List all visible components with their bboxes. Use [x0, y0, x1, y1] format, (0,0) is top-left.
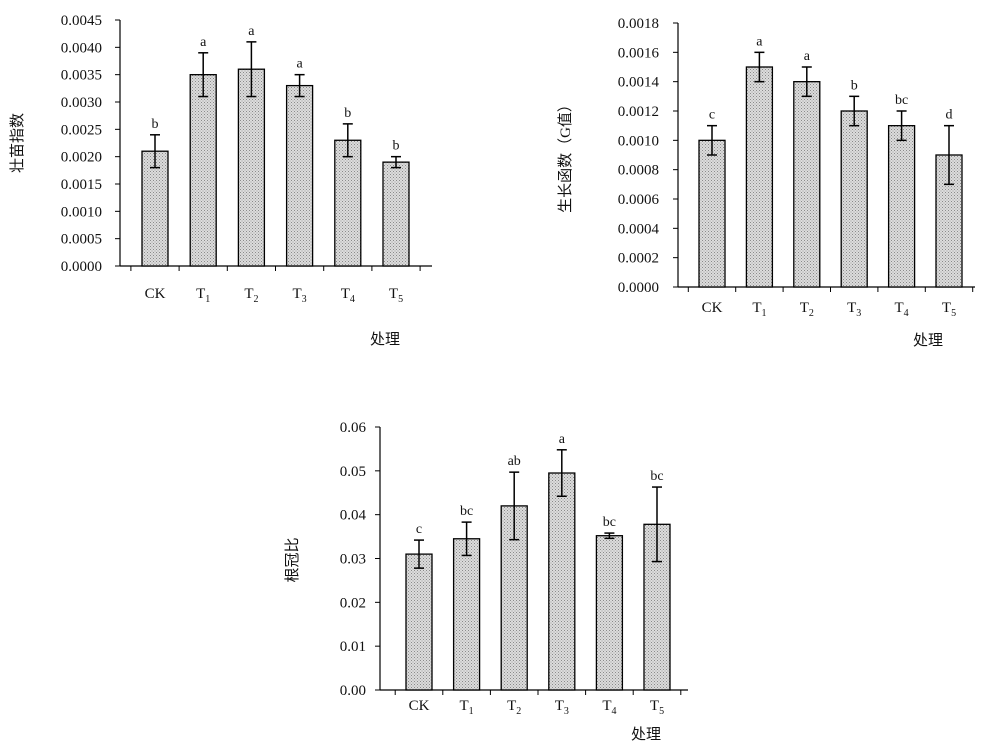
significance-label: b — [393, 139, 400, 154]
x-category-label: T4 — [895, 300, 909, 319]
y-tick-label: 0.0045 — [61, 13, 102, 29]
y-tick-label: 0.0018 — [618, 16, 659, 32]
y-tick-label: 0.0000 — [618, 280, 659, 296]
significance-label: b — [344, 106, 351, 121]
significance-label: a — [296, 57, 303, 72]
y-tick-label: 0.0005 — [61, 232, 102, 248]
x-category-label: T4 — [602, 698, 616, 717]
significance-label: bc — [650, 469, 663, 484]
y-tick-label: 0.04 — [340, 508, 367, 524]
significance-label: a — [248, 24, 255, 39]
chart-seedling-index: 0.0000 0.0005 0.0010 0.0015 0.0020 0.0025 0.00… — [9, 13, 432, 348]
significance-label: b — [152, 117, 159, 132]
y-tick-label: 0.0035 — [61, 68, 102, 84]
bar-t2 — [237, 68, 266, 267]
chart-root-shoot-ratio: 0.00 0.01 0.02 0.03 0.04 0.05 0.06 c CK bc T1 ab T2 a… — [284, 420, 688, 743]
y-tick-label: 0.06 — [340, 420, 367, 436]
y-tick-label: 0.0002 — [618, 251, 659, 267]
bar-t3 — [548, 472, 576, 691]
y-tick-label: 0.0012 — [618, 104, 659, 120]
significance-label: c — [416, 522, 422, 537]
x-category-label: T5 — [389, 286, 403, 305]
y-tick-label: 0.05 — [340, 464, 366, 480]
significance-label: bc — [603, 515, 616, 530]
x-category-label: CK — [145, 286, 166, 302]
bar-t4 — [334, 139, 362, 267]
y-axis-title: 生长函数（G值） — [557, 97, 574, 213]
x-category-label: T2 — [800, 300, 814, 319]
significance-label: d — [946, 108, 953, 123]
x-category-label: CK — [702, 300, 723, 316]
x-axis-title: 处理 — [913, 332, 943, 349]
y-tick-label: 0.0010 — [618, 133, 659, 149]
significance-label: ab — [508, 454, 521, 469]
y-tick-label: 0.01 — [340, 639, 366, 655]
chart-growth-function: 0.0000 0.0002 0.0004 0.0006 0.0008 0.0010 0.00… — [557, 16, 975, 349]
significance-label: c — [709, 108, 715, 123]
y-tick-label: 0.02 — [340, 595, 366, 611]
bar-ck — [405, 553, 433, 691]
bar-ck — [141, 150, 169, 267]
y-tick-label: 0.0010 — [61, 204, 102, 220]
x-category-label: T3 — [847, 300, 861, 319]
significance-label: bc — [895, 93, 908, 108]
y-tick-label: 0.03 — [340, 552, 366, 568]
y-tick-label: 0.0025 — [61, 122, 102, 138]
y-tick-label: 0.0000 — [61, 259, 102, 275]
y-axis-title: 壮苗指数 — [9, 113, 26, 173]
y-tick-label: 0.0020 — [61, 150, 102, 166]
x-category-label: T2 — [244, 286, 258, 305]
y-tick-label: 0.0015 — [61, 177, 102, 193]
x-category-label: CK — [409, 698, 430, 714]
x-category-label: T3 — [293, 286, 307, 305]
x-category-label: T2 — [507, 698, 521, 717]
x-category-label: T3 — [555, 698, 569, 717]
y-tick-label: 0.0004 — [618, 221, 660, 237]
significance-label: a — [200, 35, 207, 50]
bar-t1 — [745, 66, 774, 288]
x-category-label: T1 — [196, 286, 210, 305]
bar-t3 — [285, 84, 314, 267]
bar-t3 — [840, 110, 868, 288]
bar-t4 — [887, 125, 916, 288]
significance-label: a — [559, 432, 566, 447]
bar-t4 — [595, 535, 624, 691]
bar-t2 — [793, 81, 821, 288]
bar-t1 — [452, 538, 481, 691]
significance-label: bc — [460, 504, 473, 519]
y-tick-label: 0.0008 — [618, 163, 659, 179]
x-category-label: T5 — [942, 300, 956, 319]
significance-label: a — [756, 34, 763, 49]
y-tick-label: 0.0030 — [61, 95, 102, 111]
x-category-label: T1 — [460, 698, 474, 717]
bar-ck — [698, 139, 726, 288]
bar-t5 — [382, 161, 410, 267]
bar-t1 — [189, 74, 217, 267]
y-tick-label: 0.0016 — [618, 45, 660, 61]
x-category-label: T4 — [341, 286, 355, 305]
y-tick-label: 0.00 — [340, 683, 366, 699]
y-axis-title: 根冠比 — [284, 537, 301, 582]
x-category-label: T5 — [650, 698, 664, 717]
significance-label: a — [804, 49, 811, 64]
y-tick-label: 0.0006 — [618, 192, 660, 208]
x-axis-title: 处理 — [631, 726, 661, 743]
significance-label: b — [851, 78, 858, 93]
x-category-label: T1 — [752, 300, 766, 319]
y-tick-label: 0.0040 — [61, 40, 102, 56]
x-axis-title: 处理 — [370, 331, 400, 348]
y-tick-label: 0.0014 — [618, 75, 660, 91]
